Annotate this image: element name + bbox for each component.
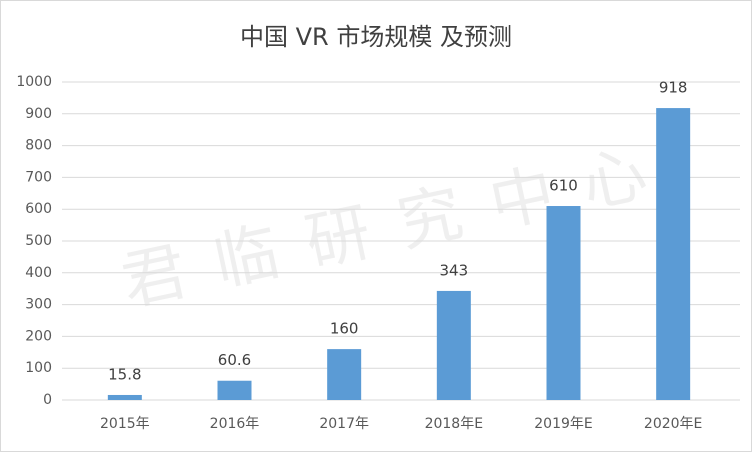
x-tick-label: 2018年E <box>425 416 483 432</box>
y-tick-label: 900 <box>25 106 52 122</box>
data-label: 160 <box>330 320 359 338</box>
bar <box>546 206 581 400</box>
x-tick-label: 2019年E <box>534 416 592 432</box>
y-tick-label: 100 <box>25 360 52 376</box>
y-tick-label: 800 <box>25 138 52 154</box>
y-tick-label: 0 <box>43 392 52 408</box>
data-label: 343 <box>440 261 469 279</box>
bar <box>436 290 471 400</box>
y-tick-label: 300 <box>25 297 52 313</box>
y-tick-label: 500 <box>25 233 52 249</box>
y-tick-label: 700 <box>25 169 52 185</box>
x-tick-label: 2020年E <box>644 416 702 432</box>
data-label: 610 <box>549 177 578 195</box>
bar <box>217 380 252 400</box>
data-label: 15.8 <box>108 365 141 383</box>
y-tick-label: 600 <box>25 201 52 217</box>
x-tick-label: 2016年 <box>210 416 260 432</box>
bar <box>656 108 691 401</box>
chart-title: 中国 VR 市场规模 及预测 <box>240 23 512 51</box>
x-tick-label: 2017年 <box>319 416 369 432</box>
x-tick-label: 2015年 <box>100 416 150 432</box>
bar <box>107 394 142 400</box>
y-tick-label: 1000 <box>16 74 52 90</box>
bar <box>327 349 362 400</box>
y-tick-label: 200 <box>25 328 52 344</box>
data-label: 918 <box>659 79 688 97</box>
y-tick-label: 400 <box>25 265 52 281</box>
data-label: 60.6 <box>218 351 251 369</box>
